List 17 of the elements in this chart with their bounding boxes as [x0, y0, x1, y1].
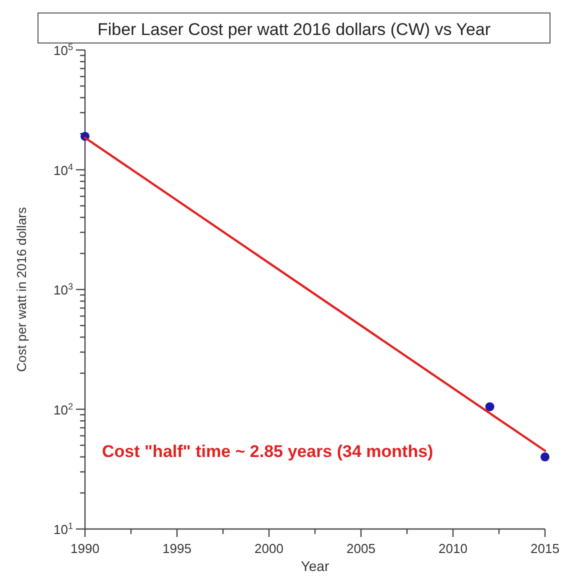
chart-title: Fiber Laser Cost per watt 2016 dollars (CW) vs Year	[97, 20, 491, 39]
y-tick-label: 10$^{3}$	[53, 282, 73, 298]
x-tick-label: 2000	[254, 541, 284, 556]
x-axis-title: Year	[300, 558, 330, 574]
annotation: Cost "half" time ~ 2.85 years (34 months)	[102, 442, 434, 461]
x-tick-label: 2015	[530, 541, 560, 556]
x-tick-label: 2005	[346, 541, 376, 556]
x-tick-label: 1990	[70, 541, 100, 556]
y-tick-label: 10$^{5}$	[53, 42, 73, 58]
y-tick-label: 10$^{4}$	[53, 162, 73, 178]
y-tick-label: 10$^{1}$	[53, 521, 73, 537]
y-axis-title: Cost per watt in 2016 dollars	[14, 206, 29, 372]
x-tick-label: 1995	[162, 541, 192, 556]
y-tick-label: 10$^{2}$	[53, 401, 73, 418]
x-tick-label: 2010	[438, 541, 468, 556]
point	[540, 452, 550, 462]
point	[485, 402, 494, 412]
